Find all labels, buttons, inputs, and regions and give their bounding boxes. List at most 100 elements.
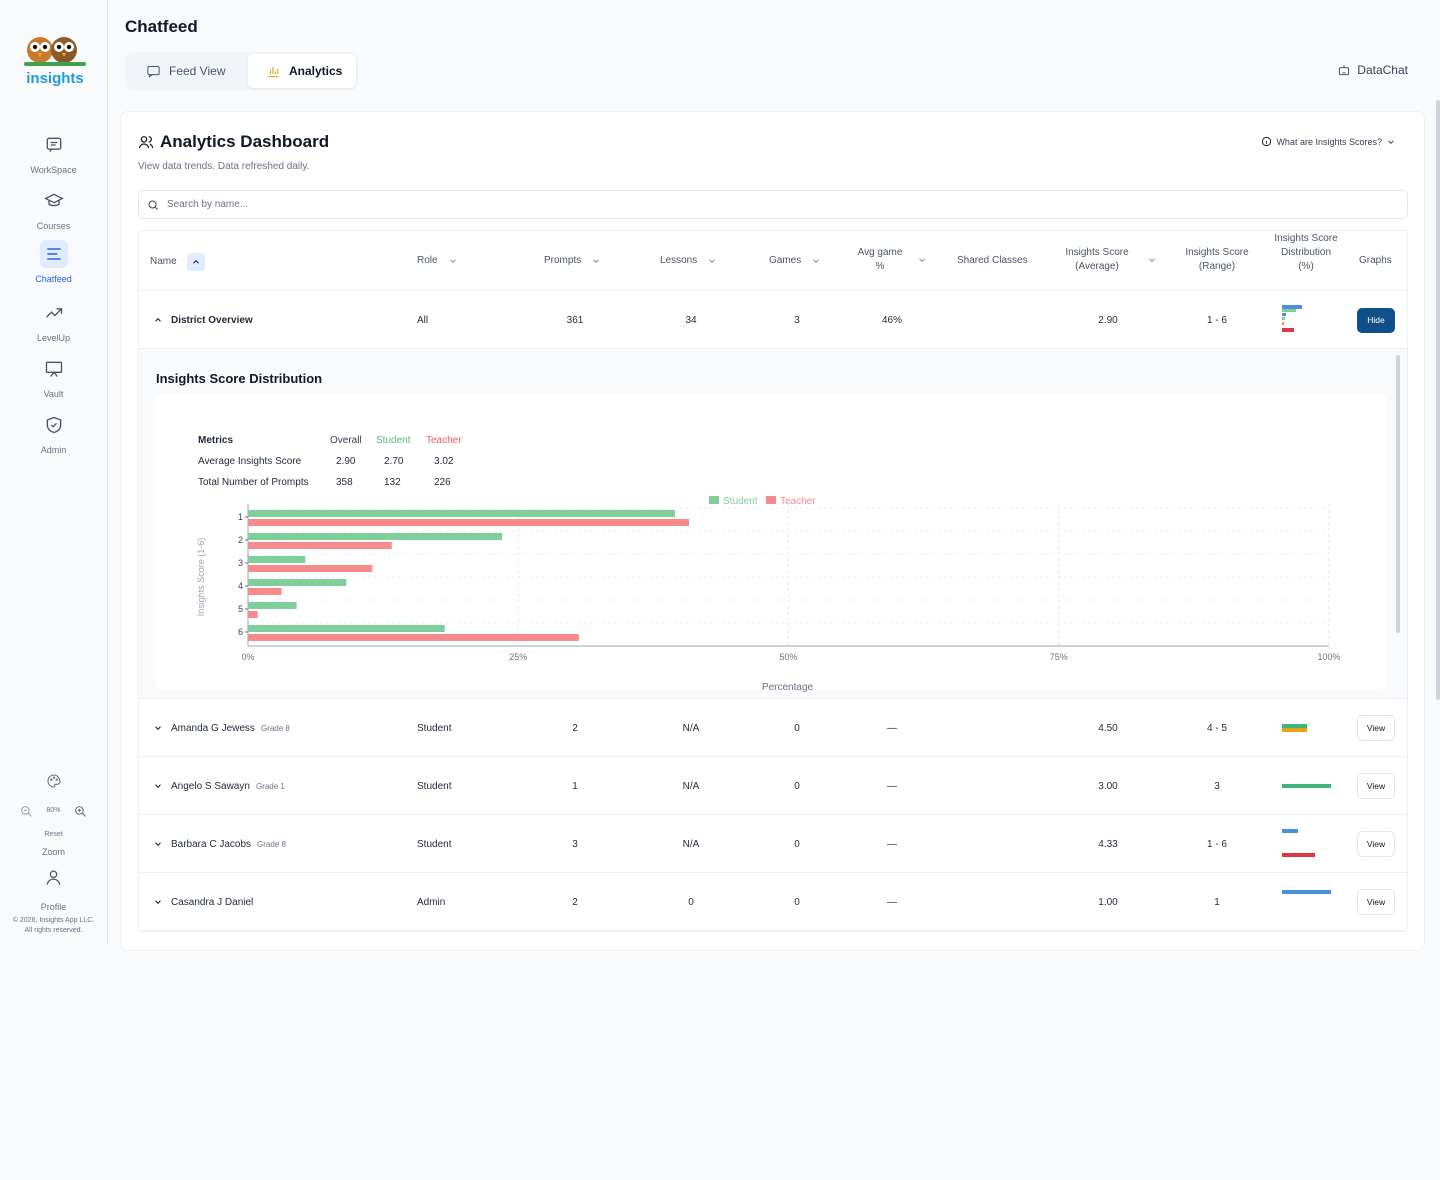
column-games[interactable]: Games (769, 254, 821, 268)
sidebar-item-admin[interactable]: Admin (0, 411, 107, 455)
tab-feed-view[interactable]: Feed View (128, 54, 246, 88)
view-button[interactable]: View (1357, 873, 1395, 931)
column-lessons[interactable]: Lessons (660, 254, 717, 268)
distribution-chart-area: Metrics Overall Student Teacher Average … (156, 394, 1386, 693)
view-button[interactable]: View (1357, 757, 1395, 815)
row-lessons: N/A (682, 780, 700, 792)
row-name[interactable]: Barbara C Jacobs Grade 8 (153, 815, 286, 873)
row-name[interactable]: Angelo S Sawayn Grade 1 (153, 757, 285, 815)
datachat-label: DataChat (1357, 63, 1408, 77)
row-name-text: Barbara C Jacobs (171, 838, 252, 850)
column-label: Graphs (1359, 255, 1392, 266)
table-header: Name Role Prompts Lessons Games Avg game… (139, 231, 1407, 291)
insights-logo[interactable]: insights (18, 32, 92, 90)
view-button-label: View (1357, 715, 1395, 741)
insights-scores-info-dropdown[interactable]: What are Insights Scores? (1261, 136, 1396, 147)
row-games: 0 (794, 722, 800, 734)
column-label: Prompts (544, 255, 582, 266)
dashboard-title: Analytics Dashboard (138, 132, 329, 152)
column-score-average[interactable]: Insights Score (Average) (1057, 246, 1157, 274)
row-games: 0 (794, 896, 800, 908)
bar-teacher (248, 542, 392, 549)
y-tick-label: 5 (238, 604, 243, 614)
sidebar-item-vault[interactable]: Vault (0, 355, 107, 399)
bar-student (248, 533, 503, 540)
column-label: Avg game % (857, 247, 903, 272)
district-overview-row[interactable]: District Overview All 361 34 3 46% 2.90 … (139, 291, 1407, 349)
sidebar-item-workspace[interactable]: WorkSpace (0, 131, 107, 175)
column-label: Insights Score Distribution (%) (1274, 233, 1338, 272)
view-button[interactable]: View (1357, 815, 1395, 873)
bar-student (248, 602, 297, 609)
metric-teacher: 3.02 (434, 456, 454, 467)
sidebar-item-courses[interactable]: Courses (0, 187, 107, 231)
column-label: Insights Score (Range) (1185, 247, 1249, 272)
row-avg-game: — (887, 780, 897, 792)
chevron-down-icon[interactable] (153, 723, 163, 733)
bar-student (248, 625, 445, 632)
zoom-label: Zoom (41, 847, 65, 857)
bar-chart-icon (268, 66, 279, 77)
x-tick-label: 25% (509, 652, 527, 662)
row-score-avg: 4.50 (1098, 722, 1118, 734)
table-row[interactable]: Angelo S Sawayn Grade 1 Student 1 N/A 0 —… (139, 757, 1407, 815)
hide-button[interactable]: Hide (1357, 291, 1395, 349)
row-name[interactable]: Casandra J Daniel (153, 873, 253, 931)
datachat-button[interactable]: DataChat (1337, 63, 1408, 77)
row-role: Student (417, 780, 452, 792)
sidebar-item-levelup[interactable]: LevelUp (0, 299, 107, 343)
chevron-down-icon[interactable] (153, 781, 163, 791)
view-button-label: View (1357, 831, 1395, 857)
panel-scrollbar[interactable] (1396, 355, 1400, 633)
column-role[interactable]: Role (417, 254, 458, 268)
metrics-header-student: Student (376, 435, 411, 446)
dashboard-subtitle: View data trends. Data refreshed daily. (138, 161, 310, 172)
chevron-up-icon[interactable] (153, 315, 163, 325)
column-prompts[interactable]: Prompts (544, 254, 601, 268)
metrics-header-teacher: Teacher (426, 435, 462, 446)
tab-label: Analytics (289, 64, 343, 78)
palette-icon[interactable] (46, 773, 62, 789)
analytics-card: Analytics Dashboard View data trends. Da… (120, 111, 1425, 951)
column-avg-game[interactable]: Avg game % (853, 246, 927, 274)
sidebar-item-label: Chatfeed (35, 274, 72, 284)
x-tick-label: 100% (1317, 652, 1340, 662)
column-shared-classes: Shared Classes (957, 254, 1028, 268)
table-row[interactable]: Casandra J Daniel Admin 2 0 0 — 1.00 1 V… (139, 873, 1407, 931)
page-scrollbar[interactable] (1436, 100, 1440, 700)
overview-games: 3 (794, 314, 800, 326)
chevron-down-icon[interactable] (153, 839, 163, 849)
sidebar-item-chatfeed[interactable]: Chatfeed (0, 240, 107, 284)
bar-teacher (248, 519, 690, 526)
overview-name[interactable]: District Overview (153, 291, 253, 349)
graduation-cap-icon (40, 187, 68, 215)
legend-label: Teacher (780, 496, 816, 507)
bar-teacher (248, 634, 579, 641)
copyright-line-1: © 2026, Insights App LLC. (12, 917, 95, 924)
sidebar-item-label: Admin (40, 445, 67, 455)
metric-label: Average Insights Score (198, 456, 302, 467)
metric-student: 2.70 (384, 456, 404, 467)
zoom-in-icon[interactable] (74, 805, 87, 818)
chevron-down-icon (1149, 258, 1155, 262)
profile-icon[interactable] (44, 868, 63, 887)
sidebar-item-label: WorkSpace (30, 165, 77, 175)
zoom-out-icon[interactable] (20, 805, 33, 818)
search-input[interactable]: Search by name... (138, 190, 1408, 219)
reset-zoom-button[interactable]: Reset (44, 831, 63, 838)
legend-label: Student (723, 496, 758, 507)
table-row[interactable]: Amanda G Jewess Grade 8 Student 2 N/A 0 —… (139, 699, 1407, 757)
column-name[interactable]: Name (150, 253, 205, 271)
overview-lessons: 34 (685, 314, 697, 326)
row-name[interactable]: Amanda G Jewess Grade 8 (153, 699, 290, 757)
profile-label[interactable]: Profile (40, 902, 67, 912)
app-root: insights WorkSpace Courses Chatfeed Leve… (0, 0, 1440, 951)
tab-analytics[interactable]: Analytics (248, 54, 356, 88)
chevron-down-icon[interactable] (153, 897, 163, 907)
view-button[interactable]: View (1357, 699, 1395, 757)
view-button-label: View (1357, 889, 1395, 915)
table-row[interactable]: Barbara C Jacobs Grade 8 Student 3 N/A 0 … (139, 815, 1407, 873)
score-distribution-chart: 0% 25% 50% 75% 100% 1 2 3 4 5 6 Student Teacher Perce… (196, 496, 1341, 693)
sort-asc-icon[interactable] (186, 253, 205, 271)
chat-square-icon (40, 131, 68, 159)
